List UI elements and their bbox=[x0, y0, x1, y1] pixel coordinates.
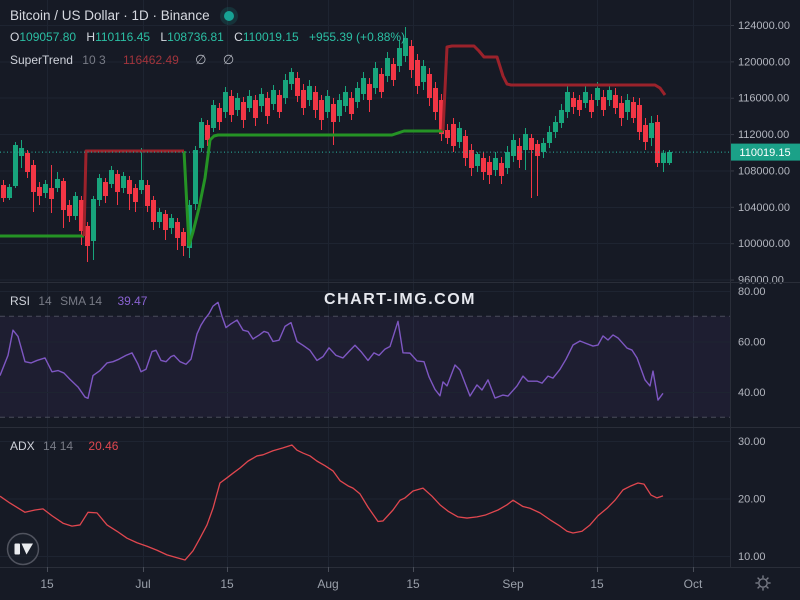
live-status-dot bbox=[223, 10, 234, 21]
candlestick-series[interactable] bbox=[1, 27, 672, 262]
adx-line bbox=[0, 444, 664, 561]
supertrend-params: 10 3 bbox=[82, 53, 106, 67]
price-axis-label[interactable]: 104000.00 bbox=[738, 202, 790, 214]
adx-legend[interactable]: ADX 14 14 20.46 bbox=[10, 439, 118, 453]
rsi-legend[interactable]: RSI 14 SMA 14 39.47 bbox=[10, 294, 147, 308]
rsi-value: 39.47 bbox=[117, 294, 148, 308]
price-axis-label[interactable]: 108000.00 bbox=[738, 165, 790, 177]
high-value: 110116.45 bbox=[95, 30, 151, 44]
adx-axis-label[interactable]: 10.00 bbox=[738, 551, 766, 563]
supertrend-name: SuperTrend bbox=[10, 53, 73, 67]
rsi-band bbox=[0, 316, 730, 418]
low-value: 108736.81 bbox=[167, 30, 224, 44]
supertrend-legend[interactable]: SuperTrend 10 3 116462.49 ∅ ∅ bbox=[10, 52, 234, 68]
price-axis-label[interactable]: 120000.00 bbox=[738, 56, 790, 68]
adx-name: ADX bbox=[10, 439, 35, 453]
adx-axis-label[interactable]: 30.00 bbox=[738, 436, 766, 448]
supertrend-down-line bbox=[82, 149, 184, 237]
supertrend-empty-icon: ∅ bbox=[222, 52, 235, 67]
ohlc-row: O109057.80 H110116.45 L108736.81 C110019… bbox=[10, 30, 405, 44]
price-axis-label[interactable]: 124000.00 bbox=[738, 20, 790, 32]
rsi-line bbox=[0, 301, 664, 401]
rsi-param: 14 bbox=[38, 294, 52, 308]
last-price-badge[interactable] bbox=[731, 143, 800, 161]
high-label: H bbox=[86, 30, 96, 44]
supertrend-value: 116462.49 bbox=[122, 53, 179, 67]
time-axis-label[interactable]: 15 bbox=[406, 577, 420, 591]
close-value: 110019.15 bbox=[242, 30, 299, 44]
rsi-axis-label[interactable]: 60.00 bbox=[738, 337, 766, 349]
open-value: 109057.80 bbox=[19, 30, 77, 44]
rsi-axis-label[interactable]: 40.00 bbox=[738, 387, 766, 399]
time-axis-label[interactable]: 15 bbox=[40, 577, 54, 591]
rsi-name: RSI bbox=[10, 294, 31, 308]
price-axis-label[interactable]: 96000.00 bbox=[738, 275, 784, 287]
adx-params: 14 14 bbox=[43, 439, 74, 453]
rsi-axis-label[interactable]: 80.00 bbox=[738, 286, 766, 298]
price-axis-label[interactable]: 112000.00 bbox=[738, 129, 789, 141]
time-axis-settings-gear-icon[interactable] bbox=[752, 572, 774, 594]
rsi-sma-param: SMA 14 bbox=[60, 294, 103, 308]
symbol-title[interactable]: Bitcoin / US Dollar · 1D · Binance bbox=[10, 8, 234, 23]
supertrend-down-line bbox=[441, 44, 667, 132]
last-price-badge-value: 110019.15 bbox=[739, 147, 790, 159]
time-axis-label[interactable]: 15 bbox=[220, 577, 234, 591]
time-axis-label[interactable]: Oct bbox=[684, 577, 703, 591]
price-axis-label[interactable]: 116000.00 bbox=[738, 93, 789, 105]
adx-axis-label[interactable]: 20.00 bbox=[738, 494, 766, 506]
supertrend-up-line bbox=[182, 129, 443, 247]
watermark: CHART-IMG.COM bbox=[324, 291, 476, 308]
low-label: L bbox=[160, 30, 168, 44]
time-axis-label[interactable]: Jul bbox=[135, 577, 150, 591]
time-axis-label[interactable]: 15 bbox=[590, 577, 604, 591]
open-label: O bbox=[10, 30, 20, 44]
supertrend-empty-icon: ∅ bbox=[195, 52, 207, 67]
symbol-title-text: Bitcoin / US Dollar · 1D · Binance bbox=[10, 8, 210, 23]
adx-value: 20.46 bbox=[88, 439, 119, 453]
change-value: +955.39 (+0.88%) bbox=[309, 30, 406, 44]
tradingview-logo[interactable] bbox=[5, 531, 43, 569]
time-axis-label[interactable]: Aug bbox=[317, 577, 338, 591]
time-axis-label[interactable]: Sep bbox=[502, 577, 524, 591]
price-axis-label[interactable]: 100000.00 bbox=[738, 238, 790, 250]
close-label: C bbox=[234, 30, 243, 44]
